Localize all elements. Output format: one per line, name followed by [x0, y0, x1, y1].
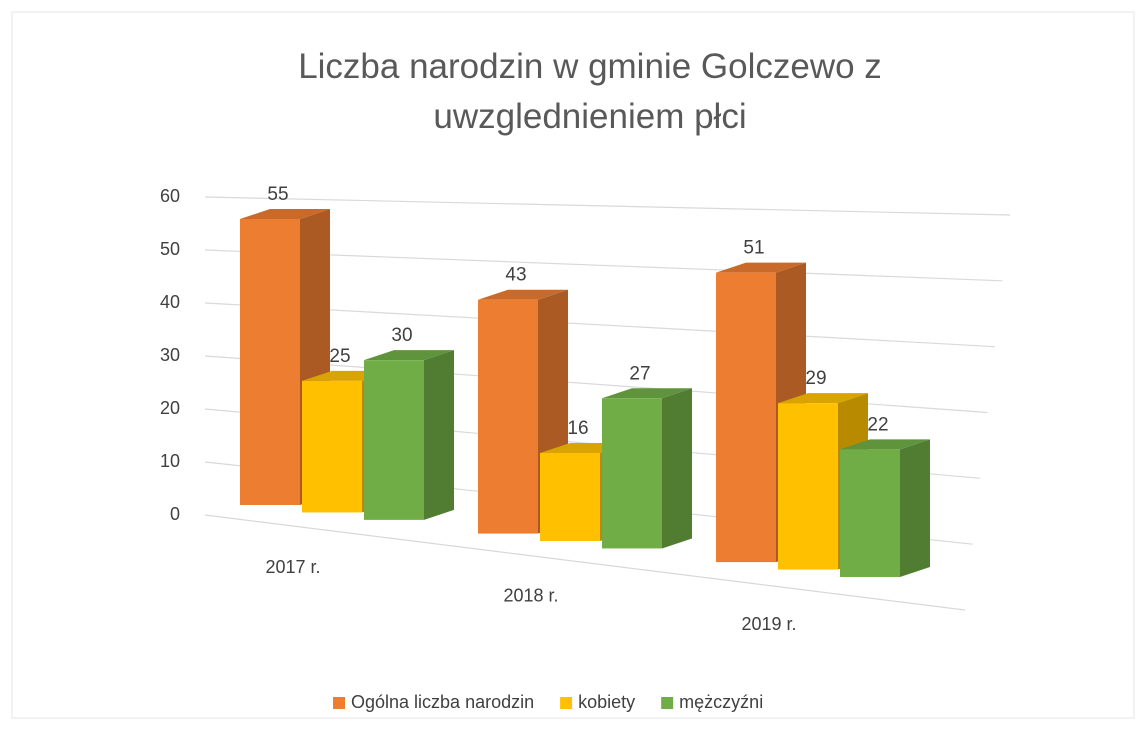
bar-3d [478, 289, 568, 534]
bar-3d [364, 350, 454, 520]
y-tick-label: 30 [160, 345, 180, 365]
bar [778, 403, 838, 570]
legend-swatch [661, 697, 674, 709]
legend-swatch [333, 697, 345, 709]
data-label: 16 [567, 418, 588, 439]
legend-label: Ogólna liczba narodzin [351, 692, 534, 712]
bar-top [364, 350, 454, 361]
y-tick-label: 60 [160, 186, 180, 206]
grid-line [204, 302, 996, 348]
data-label: 27 [629, 363, 650, 384]
bar-top [240, 209, 330, 219]
data-label: 55 [267, 184, 288, 205]
x-tick-label: 2017 r. [265, 557, 320, 577]
bar [302, 380, 362, 513]
legend-label: mężczyźni [679, 692, 763, 712]
data-label: 51 [743, 238, 764, 259]
chart-title: Liczba narodzin w gminie Golczewo z uwzg… [298, 47, 882, 136]
x-tick-label: 2018 r. [503, 585, 558, 605]
y-tick-label: 0 [170, 504, 180, 524]
grid-line [204, 196, 1011, 216]
bar [540, 453, 600, 541]
chart-frame [11, 11, 1135, 719]
bar-top [778, 393, 868, 404]
y-tick-label: 40 [160, 292, 180, 312]
bar [364, 360, 424, 520]
grid-line [204, 249, 1003, 282]
y-tick-label: 20 [160, 398, 180, 418]
data-label: 25 [329, 346, 350, 367]
bar-side [900, 439, 930, 577]
bar-side [424, 350, 454, 520]
legend-label: kobiety [578, 692, 635, 712]
bar-top [840, 439, 930, 450]
bar-3d [840, 439, 930, 577]
grid-line [204, 514, 966, 611]
y-tick-label: 50 [160, 239, 180, 259]
bar [840, 449, 900, 577]
y-tick-label: 10 [160, 451, 180, 471]
bar-3d [602, 388, 692, 549]
x-tick-label: 2019 r. [741, 614, 796, 634]
bar [602, 398, 662, 549]
data-label: 43 [505, 265, 526, 286]
bar-top [716, 262, 806, 273]
bar-top [478, 289, 568, 300]
data-label: 30 [391, 325, 412, 346]
bar [716, 272, 776, 563]
data-label: 29 [805, 368, 826, 389]
legend-swatch [560, 697, 573, 709]
bar-top [602, 388, 692, 399]
bar-side [662, 388, 692, 549]
bar [478, 299, 538, 534]
bar [240, 219, 300, 505]
data-label: 22 [867, 414, 888, 435]
